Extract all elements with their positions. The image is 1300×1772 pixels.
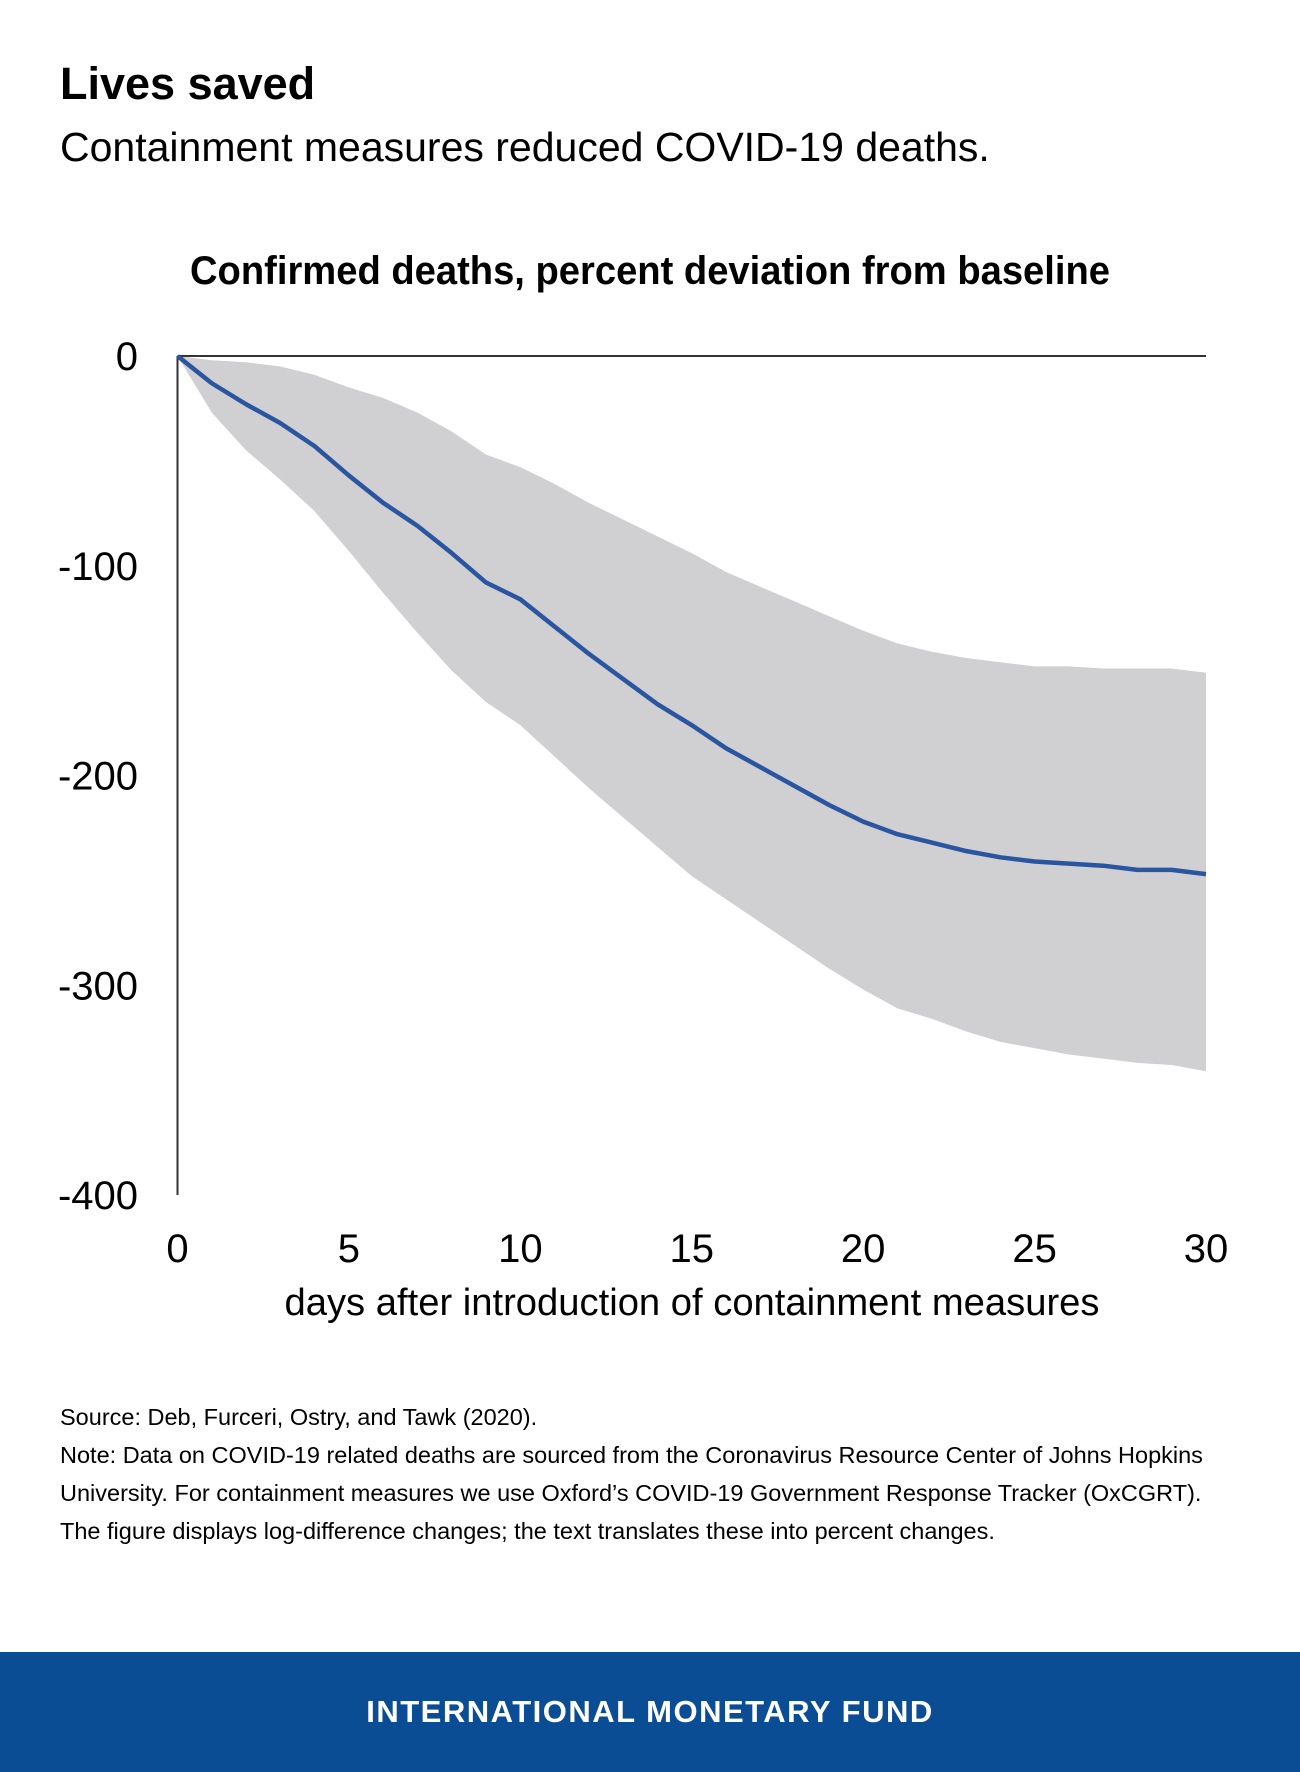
x-tick-label: 0 [166,1227,188,1271]
x-axis-label: days after introduction of containment m… [285,1282,1100,1324]
chart-notes: Source: Deb, Furceri, Ostry, and Tawk (2… [60,1398,1240,1550]
x-tick-label: 5 [338,1227,360,1271]
page-subtitle: Containment measures reduced COVID-19 de… [60,124,990,170]
deaths-chart: Confirmed deaths, percent deviation from… [58,249,1229,1324]
chart-title: Confirmed deaths, percent deviation from… [190,249,1110,293]
x-tick-label: 25 [1012,1227,1057,1271]
source-note: Source: Deb, Furceri, Ostry, and Tawk (2… [60,1404,538,1430]
y-tick-label: -400 [58,1174,138,1218]
estimate-line [176,354,1207,877]
x-tick-label: 20 [841,1227,886,1271]
footer-logo-text: INTERNATIONAL MONETARY FUND [366,1694,934,1729]
confidence-band [177,356,1206,1072]
footer-banner: INTERNATIONAL MONETARY FUND [0,1652,1300,1772]
x-tick-label: 10 [498,1227,543,1271]
y-tick-label: -200 [58,755,138,799]
methodology-note: Note: Data on COVID-19 related deaths ar… [60,1442,1203,1544]
y-tick-label: -100 [58,545,138,589]
page-title: Lives saved [60,58,316,109]
y-tick-label: 0 [116,335,138,379]
x-tick-label: 15 [670,1227,715,1271]
x-tick-label: 30 [1184,1227,1229,1271]
y-tick-label: -300 [58,964,138,1008]
